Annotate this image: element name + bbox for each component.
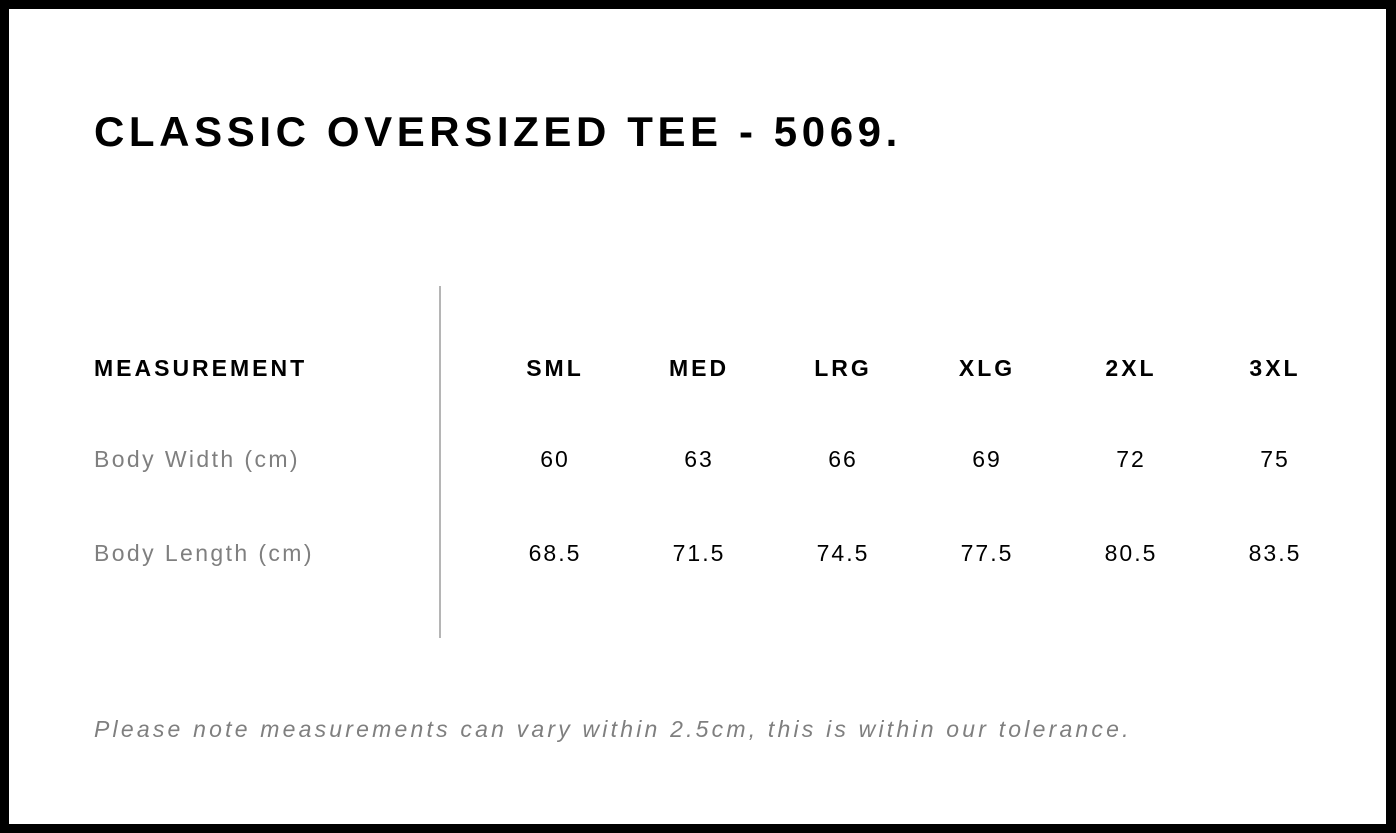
table-cell: 83.5 <box>1248 540 1302 566</box>
measurement-header: MEASUREMENT <box>94 355 308 381</box>
column-divider <box>439 286 441 638</box>
table-cell: 77.5 <box>960 540 1014 566</box>
size-header: LRG <box>814 355 872 381</box>
size-chart-card: CLASSIC OVERSIZED TEE - 5069. MEASUREMEN… <box>9 9 1386 824</box>
row-label-body-length: Body Length (cm) <box>94 540 314 566</box>
page-title: CLASSIC OVERSIZED TEE - 5069. <box>94 108 902 155</box>
size-header: XLG <box>958 355 1016 381</box>
table-cell: 75 <box>1260 446 1290 472</box>
table-cell: 63 <box>684 446 714 472</box>
table-cell: 60 <box>540 446 570 472</box>
table-cell: 72 <box>1116 446 1146 472</box>
table-cell: 68.5 <box>528 540 582 566</box>
table-cell: 66 <box>828 446 858 472</box>
size-header: SML <box>526 355 584 381</box>
table-cell: 74.5 <box>816 540 870 566</box>
size-header: MED <box>668 355 730 381</box>
table-cell: 71.5 <box>672 540 726 566</box>
size-header: 3XL <box>1249 355 1301 381</box>
row-label-body-width: Body Width (cm) <box>94 446 300 472</box>
tolerance-note: Please note measurements can vary within… <box>94 716 1132 742</box>
table-cell: 69 <box>972 446 1002 472</box>
table-cell: 80.5 <box>1104 540 1158 566</box>
size-header: 2XL <box>1105 355 1157 381</box>
